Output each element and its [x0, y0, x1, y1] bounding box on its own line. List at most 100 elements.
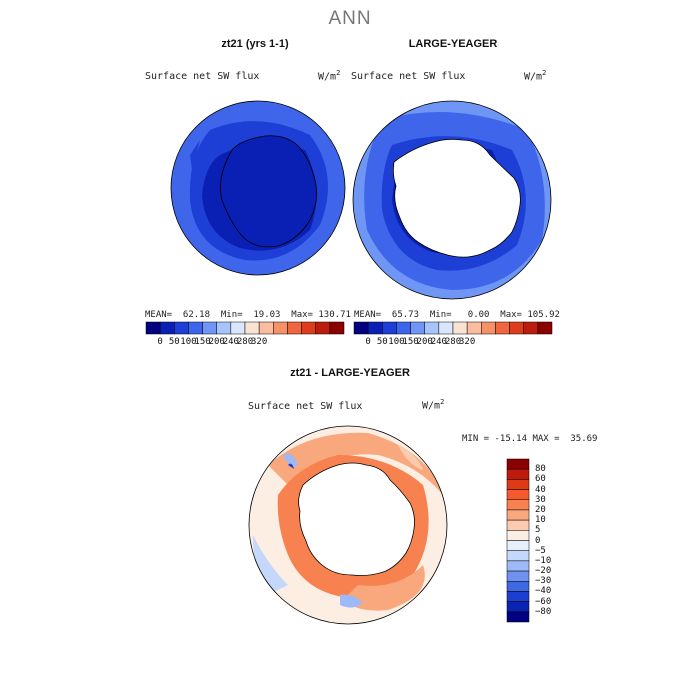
- colorbar-right-ticks: 0 50 100 150 200 240 280 320: [354, 337, 552, 349]
- colorbar-swatch: [258, 321, 274, 335]
- colorbar-right: [353, 321, 553, 335]
- colorbar-swatch: [367, 321, 383, 335]
- colorbar-swatch: [410, 321, 425, 335]
- colorbar-swatch: [382, 321, 397, 335]
- panel-right-stats: MEAN= 65.73 Min= 0.00 Max= 105.92: [354, 310, 560, 320]
- colorbar-tick-label: 50: [376, 337, 388, 347]
- colorbar-tick-label: 150: [402, 337, 419, 347]
- colorbar-swatch: [506, 499, 530, 511]
- colorbar-swatch: [202, 321, 217, 335]
- colorbar-swatch: [506, 560, 530, 572]
- colorbar-swatch: [188, 321, 203, 335]
- antarctica-outline: [219, 135, 318, 248]
- colorbar-swatch: [523, 321, 539, 335]
- colorbar-swatch: [301, 321, 316, 335]
- colorbar-swatch: [506, 611, 530, 623]
- colorbar-tick-label: 280: [236, 337, 254, 347]
- colorbar-tick-label: 150: [194, 337, 211, 347]
- colorbar-swatch: [315, 321, 331, 335]
- panel-diff-variable-label: Surface net SW flux: [248, 401, 363, 412]
- panel-left-title: zt21 (yrs 1-1): [221, 38, 289, 50]
- colorbar-swatch: [438, 321, 454, 335]
- panel-right-title: LARGE-YEAGER: [408, 38, 498, 50]
- panel-left-stats: MEAN= 62.18 Min= 19.03 Max= 130.71: [145, 310, 351, 320]
- colorbar-tick-label: −30: [535, 576, 552, 587]
- antarctica-outline: [392, 138, 521, 258]
- colorbar-swatch: [506, 591, 530, 602]
- panel-right-units-label: W/m2: [524, 69, 547, 83]
- colorbar-swatch: [506, 509, 530, 521]
- colorbar-swatch: [452, 321, 468, 335]
- colorbar-tick-label: 200: [208, 337, 225, 347]
- colorbar-tick-label: 320: [459, 337, 476, 347]
- colorbar-tick-label: −10: [535, 555, 552, 566]
- colorbar-swatch: [329, 321, 345, 335]
- colorbar-swatch: [424, 321, 440, 335]
- colorbar-tick-label: −80: [535, 606, 552, 617]
- colorbar-tick-label: 100: [180, 337, 197, 347]
- figure-title: ANN: [328, 8, 372, 29]
- colorbar-tick-label: 30: [535, 494, 546, 505]
- panel-diff-map: [248, 425, 448, 625]
- colorbar-tick-label: 0: [535, 535, 541, 546]
- colorbar-tick-label: −60: [535, 596, 552, 607]
- colorbar-tick-label: 5: [535, 525, 541, 536]
- colorbar-swatch: [353, 321, 369, 335]
- colorbar-tick-label: −40: [535, 586, 552, 597]
- colorbar-swatch: [506, 581, 530, 592]
- colorbar-tick-label: 80: [535, 464, 546, 475]
- colorbar-swatch: [466, 321, 482, 335]
- colorbar-swatch: [506, 550, 530, 562]
- colorbar-swatch: [396, 321, 411, 335]
- colorbar-swatch: [145, 321, 161, 335]
- colorbar-tick-label: −5: [535, 545, 546, 556]
- panel-diff-units-label: W/m2: [422, 398, 445, 412]
- panel-diff-stats: MIN = -15.14 MAX = 35.69: [462, 434, 598, 444]
- colorbar-swatch: [537, 321, 553, 335]
- colorbar-swatch: [506, 570, 530, 582]
- colorbar-swatch: [216, 321, 232, 335]
- colorbar-left-ticks: 0 50 100 150 200 240 280 320: [146, 337, 344, 349]
- colorbar-tick-label: 100: [388, 337, 405, 347]
- colorbar-swatch: [495, 321, 510, 335]
- colorbar-diff: [506, 458, 530, 623]
- colorbar-swatch: [287, 321, 302, 335]
- colorbar-swatch: [506, 601, 530, 613]
- colorbar-tick-label: 240: [222, 337, 239, 347]
- colorbar-tick-label: 200: [416, 337, 433, 347]
- antarctica-outline: [298, 462, 415, 576]
- colorbar-left: [145, 321, 345, 335]
- colorbar-swatch: [506, 489, 530, 500]
- panel-left-map: [170, 100, 346, 276]
- colorbar-diff-ticks: 80 60 40 30 20 10 5 0 −5 −10 −20 −30 −40 −60 −80: [535, 459, 575, 622]
- colorbar-swatch: [506, 468, 530, 480]
- colorbar-swatch: [230, 321, 246, 335]
- colorbar-tick-label: 320: [251, 337, 268, 347]
- colorbar-swatch: [273, 321, 288, 335]
- colorbar-swatch: [244, 321, 260, 335]
- panel-right-map: [352, 100, 552, 300]
- colorbar-tick-label: 40: [535, 484, 546, 495]
- colorbar-tick-label: 0: [157, 337, 163, 347]
- colorbar-swatch: [159, 321, 175, 335]
- colorbar-swatch: [509, 321, 524, 335]
- colorbar-tick-label: 50: [168, 337, 180, 347]
- colorbar-swatch: [506, 540, 530, 551]
- colorbar-tick-label: 0: [365, 337, 371, 347]
- colorbar-tick-label: −20: [535, 566, 552, 577]
- colorbar-swatch: [481, 321, 496, 335]
- colorbar-swatch: [506, 479, 530, 490]
- panel-diff-title: zt21 - LARGE-YEAGER: [290, 367, 410, 379]
- colorbar-swatch: [506, 458, 530, 470]
- colorbar-tick-label: 20: [535, 504, 546, 515]
- panel-left-units-label: W/m2: [318, 69, 341, 83]
- panel-right-variable-label: Surface net SW flux: [351, 71, 466, 82]
- panel-left-variable-label: Surface net SW flux: [145, 71, 260, 82]
- colorbar-tick-label: 280: [444, 337, 462, 347]
- colorbar-tick-label: 240: [430, 337, 447, 347]
- colorbar-swatch: [174, 321, 189, 335]
- colorbar-tick-label: 10: [535, 515, 546, 526]
- colorbar-swatch: [506, 530, 530, 541]
- colorbar-swatch: [506, 519, 530, 531]
- colorbar-tick-label: 60: [535, 474, 546, 485]
